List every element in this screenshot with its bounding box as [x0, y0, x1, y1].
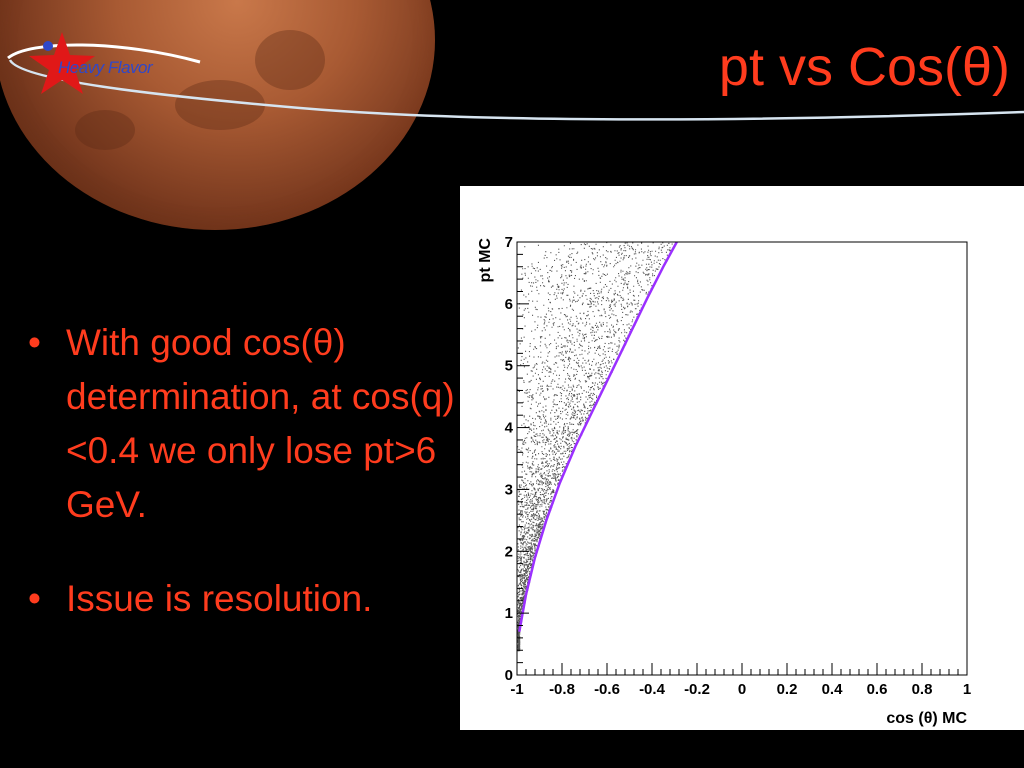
bullet-list: With good cos(θ) determination, at cos(q…: [26, 316, 456, 666]
y-tick-label: 0: [505, 667, 513, 684]
x-tick-label: 0: [738, 681, 746, 698]
y-tick-label: 3: [505, 481, 513, 498]
y-tick-label: 1: [505, 605, 513, 622]
globe-icon: [43, 41, 53, 51]
x-tick-label: 0.4: [822, 681, 844, 698]
x-tick-label: 1: [963, 681, 971, 698]
slide-title: pt vs Cos(θ): [718, 37, 1010, 97]
y-tick-label: 2: [505, 543, 513, 560]
x-tick-label: -0.2: [684, 681, 710, 698]
x-tick-label: -1: [510, 681, 523, 698]
y-tick-label: 4: [505, 420, 514, 437]
plot-frame: [516, 241, 968, 676]
y-tick-label: 5: [505, 358, 513, 375]
logo-text: Heavy Flavor: [58, 58, 153, 77]
star-icon: [29, 32, 95, 94]
moon-crater: [255, 30, 325, 90]
x-tick-label: -0.4: [639, 681, 666, 698]
orbit-swoosh: [7, 32, 1024, 121]
x-tick-label: -0.8: [549, 681, 575, 698]
y-axis-label: pt MC: [477, 238, 494, 283]
scatter-plot: -1 -0.8 -0.6 -0.4 -0.2 0 0.2 0.4 0.6 0.8 1 0 1 2 3 4 5 6 7…: [477, 234, 971, 727]
x-tick-label: 0.8: [912, 681, 933, 698]
y-tick-label: 6: [505, 296, 513, 313]
bullet-item: Issue is resolution.: [26, 572, 456, 626]
scatter-point-cloud: [517, 242, 674, 652]
plot-panel: -1 -0.8 -0.6 -0.4 -0.2 0 0.2 0.4 0.6 0.8 1 0 1 2 3 4 5 6 7…: [460, 186, 1024, 730]
x-tick-label: -0.6: [594, 681, 620, 698]
x-axis-label: cos (θ) MC: [886, 710, 967, 727]
moon-crater: [175, 80, 265, 130]
x-tick-label: 0.6: [867, 681, 888, 698]
bullet-item: With good cos(θ) determination, at cos(q…: [26, 316, 456, 532]
boundary-curve: [518, 241, 678, 632]
moon-crater: [75, 110, 135, 150]
y-tick-label: 7: [505, 234, 513, 251]
scatter-points: [517, 242, 674, 652]
x-tick-label: 0.2: [777, 681, 798, 698]
